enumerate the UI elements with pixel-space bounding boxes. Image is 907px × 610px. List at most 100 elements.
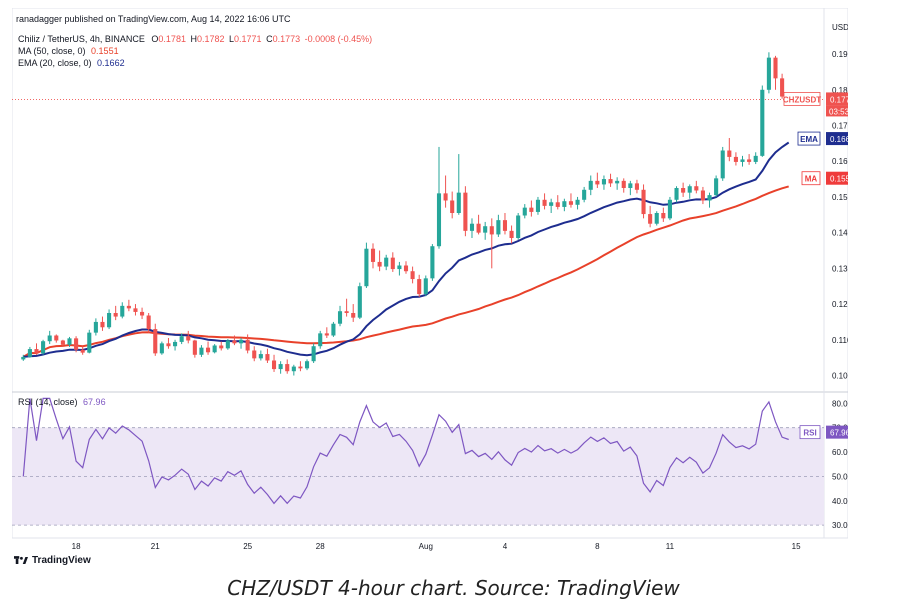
candle-body[interactable] [469, 223, 475, 231]
candle-body[interactable] [502, 220, 508, 231]
candle-body[interactable] [245, 339, 250, 351]
candle-body[interactable] [483, 226, 488, 233]
candle-body[interactable] [608, 179, 613, 184]
candle-body[interactable] [357, 286, 362, 318]
candle-body[interactable] [509, 230, 514, 238]
candle-body[interactable] [113, 313, 118, 317]
candle-body[interactable] [344, 311, 349, 313]
candle-body[interactable] [727, 150, 732, 157]
candle-body[interactable] [311, 346, 316, 362]
candle-body[interactable] [403, 265, 409, 272]
candle-body[interactable] [628, 183, 633, 188]
candle-body[interactable] [265, 354, 270, 361]
candle-body[interactable] [773, 57, 778, 79]
candle-body[interactable] [714, 178, 719, 196]
candle-body[interactable] [463, 192, 468, 231]
candle-body[interactable] [318, 333, 323, 347]
candle-body[interactable] [430, 246, 435, 279]
candle-body[interactable] [766, 57, 771, 90]
candle-body[interactable] [192, 340, 197, 355]
candle-body[interactable] [173, 341, 178, 347]
candle-body[interactable] [522, 207, 527, 216]
candle-body[interactable] [153, 329, 158, 354]
candle-body[interactable] [186, 336, 191, 341]
candle-body[interactable] [140, 311, 145, 316]
candle-body[interactable] [436, 193, 442, 247]
candle-body[interactable] [93, 321, 98, 333]
candle-body[interactable] [324, 333, 329, 336]
candle-body[interactable] [733, 156, 738, 162]
candle-body[interactable] [661, 213, 666, 219]
candle-body[interactable] [410, 271, 415, 280]
candle-body[interactable] [252, 350, 257, 359]
candle-body[interactable] [694, 186, 699, 191]
candle-body[interactable] [707, 195, 712, 201]
candle-body[interactable] [298, 366, 303, 369]
candle-body[interactable] [107, 313, 112, 328]
candle-body[interactable] [133, 308, 138, 312]
candle-body[interactable] [595, 180, 600, 185]
candle-body[interactable] [212, 345, 217, 353]
candle-body[interactable] [489, 226, 494, 235]
candle-body[interactable] [681, 188, 686, 193]
candle-body[interactable] [549, 202, 554, 206]
candle-body[interactable] [60, 340, 65, 345]
candle-body[interactable] [535, 199, 541, 212]
candle-body[interactable] [555, 202, 560, 207]
candle-body[interactable] [232, 340, 237, 344]
candle-body[interactable] [21, 356, 26, 360]
candle-body[interactable] [41, 341, 46, 354]
candle-body[interactable] [456, 192, 461, 213]
candle-body[interactable] [225, 340, 230, 349]
candle-body[interactable] [27, 349, 32, 357]
candle-body[interactable] [654, 213, 659, 224]
tradingview-logo[interactable]: TradingView [14, 555, 91, 566]
candle-body[interactable] [34, 349, 39, 354]
candle-body[interactable] [562, 201, 567, 207]
candle-body[interactable] [780, 78, 785, 97]
candle-body[interactable] [575, 199, 580, 205]
candle-body[interactable] [582, 189, 587, 200]
candle-body[interactable] [417, 279, 422, 295]
candle-body[interactable] [568, 201, 574, 205]
candle-body[interactable] [331, 323, 336, 336]
candle-body[interactable] [687, 186, 692, 193]
candle-body[interactable] [634, 183, 639, 190]
candle-body[interactable] [648, 214, 653, 224]
candle-body[interactable] [397, 265, 402, 270]
chart-panel[interactable]: USDT 0.1900 0.1800 0.1700 0.1600 0.1500 0.1400… [12, 8, 848, 554]
candle-body[interactable] [126, 305, 131, 309]
candle-body[interactable] [370, 248, 376, 262]
candle-body[interactable] [146, 315, 151, 330]
candle-body[interactable] [516, 215, 521, 239]
candle-body[interactable] [390, 257, 395, 270]
candle-body[interactable] [443, 193, 448, 201]
candle-body[interactable] [74, 338, 79, 350]
candle-body[interactable] [351, 313, 356, 318]
candle-body[interactable] [760, 89, 765, 156]
candle-body[interactable] [159, 343, 164, 354]
candle-body[interactable] [238, 339, 244, 344]
candle-body[interactable] [80, 349, 85, 353]
candle-body[interactable] [588, 180, 593, 190]
candle-body[interactable] [337, 311, 343, 324]
candle-body[interactable] [615, 180, 620, 184]
candle-body[interactable] [423, 278, 428, 295]
candle-body[interactable] [179, 336, 184, 342]
candle-body[interactable] [667, 199, 672, 219]
candlestick-chart[interactable]: USDT 0.1900 0.1800 0.1700 0.1600 0.1500 0.1400… [12, 8, 848, 554]
candle-body[interactable] [285, 364, 290, 372]
candle-body[interactable] [476, 223, 481, 233]
candle-body[interactable] [542, 199, 547, 206]
candle-body[interactable] [47, 335, 52, 342]
candle-body[interactable] [199, 347, 204, 355]
candle-body[interactable] [364, 248, 369, 287]
candle-body[interactable] [206, 347, 211, 353]
candle-body[interactable] [641, 189, 646, 215]
candle-body[interactable] [120, 305, 125, 317]
candle-body[interactable] [278, 364, 283, 370]
candle-body[interactable] [621, 180, 626, 188]
candle-body[interactable] [529, 207, 534, 212]
candle-body[interactable] [753, 155, 758, 162]
candle-body[interactable] [384, 257, 389, 267]
